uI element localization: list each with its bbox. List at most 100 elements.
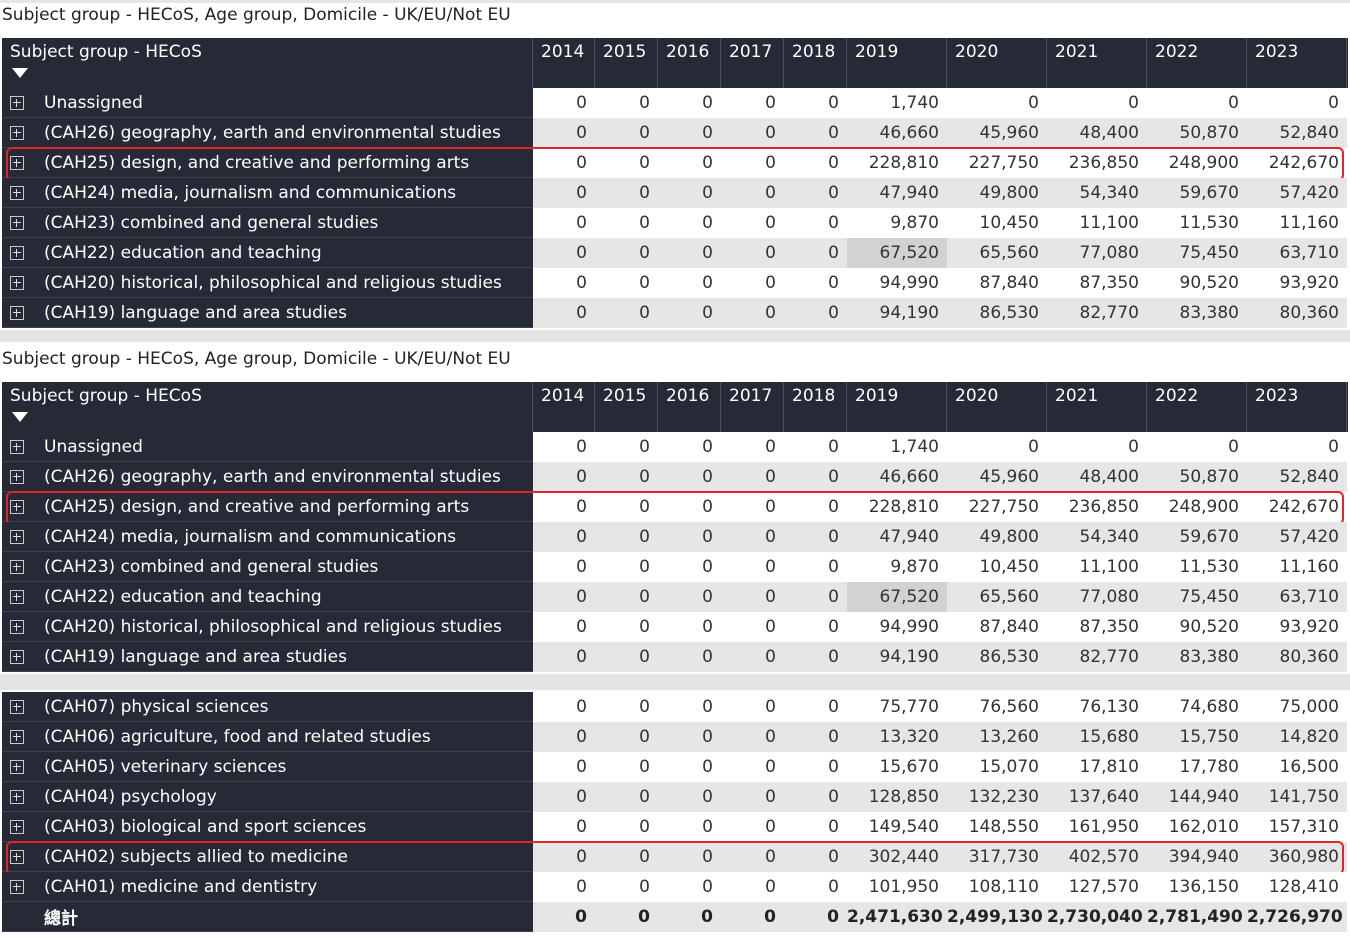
row-label[interactable]: 總計	[2, 902, 533, 932]
year-header[interactable]: 2014	[533, 382, 595, 432]
expand-plus-icon[interactable]	[10, 439, 24, 454]
expand-plus-icon[interactable]	[10, 559, 24, 574]
expand-plus-icon[interactable]	[10, 789, 24, 804]
row-label-text: (CAH24) media, journalism and communicat…	[44, 182, 457, 203]
expand-plus-icon[interactable]	[10, 849, 24, 864]
year-header[interactable]: 2017	[721, 38, 784, 88]
row-label[interactable]: (CAH22) education and teaching	[2, 238, 533, 268]
row-label[interactable]: (CAH24) media, journalism and communicat…	[2, 522, 533, 552]
value-cell: 11,530	[1147, 208, 1247, 238]
table-row: (CAH04) psychology 0 0 0 0 0 128,850 132,230 137…	[2, 782, 1348, 812]
header-subject-group[interactable]: Subject group - HECoS	[2, 382, 533, 432]
year-header[interactable]: 2019	[847, 382, 947, 432]
value-cell: 54,340	[1047, 522, 1147, 552]
year-header[interactable]: 2022	[1147, 38, 1247, 88]
year-header[interactable]: 2016	[658, 38, 721, 88]
row-label[interactable]: (CAH06) agriculture, food and related st…	[2, 722, 533, 752]
value-cell: 0	[721, 612, 784, 642]
year-header[interactable]: 2015	[595, 382, 658, 432]
value-cell: 0	[721, 88, 784, 118]
row-label[interactable]: (CAH23) combined and general studies	[2, 552, 533, 582]
expand-plus-icon[interactable]	[10, 469, 24, 484]
year-header[interactable]: 2021	[1047, 38, 1147, 88]
year-header[interactable]: 2018	[784, 38, 847, 88]
table-row: (CAH19) language and area studies 0 0 0 0 0 94…	[2, 642, 1348, 672]
table-row: (CAH24) media, journalism and communicat…	[2, 522, 1348, 552]
value-cell: 94,190	[847, 642, 947, 672]
row-label[interactable]: (CAH03) biological and sport sciences	[2, 812, 533, 842]
year-header[interactable]: 2021	[1047, 382, 1147, 432]
row-label[interactable]: (CAH05) veterinary sciences	[2, 752, 533, 782]
value-cell: 11,100	[1047, 552, 1147, 582]
row-label[interactable]: (CAH20) historical, philosophical and re…	[2, 268, 533, 298]
row-label[interactable]: (CAH19) language and area studies	[2, 298, 533, 328]
row-label[interactable]: (CAH25) design, and creative and perform…	[2, 492, 533, 522]
expand-plus-icon[interactable]	[10, 819, 24, 834]
expand-plus-icon[interactable]	[10, 759, 24, 774]
expand-plus-icon[interactable]	[10, 245, 24, 260]
value-cell: 13,260	[947, 722, 1047, 752]
row-label[interactable]: (CAH04) psychology	[2, 782, 533, 812]
year-header[interactable]: 2017	[721, 382, 784, 432]
expand-plus-icon[interactable]	[10, 185, 24, 200]
year-header[interactable]: 2015	[595, 38, 658, 88]
row-label[interactable]: (CAH23) combined and general studies	[2, 208, 533, 238]
expand-plus-icon[interactable]	[10, 619, 24, 634]
value-cell: 49,800	[947, 522, 1047, 552]
expand-plus-icon[interactable]	[10, 305, 24, 320]
row-label[interactable]: Unassigned	[2, 432, 533, 462]
value-cell: 128,850	[847, 782, 947, 812]
row-label[interactable]: (CAH02) subjects allied to medicine	[2, 842, 533, 872]
expand-plus-icon[interactable]	[10, 125, 24, 140]
year-header[interactable]: 2018	[784, 382, 847, 432]
value-cell: 402,570	[1047, 842, 1147, 872]
row-label[interactable]: (CAH20) historical, philosophical and re…	[2, 612, 533, 642]
expand-plus-icon[interactable]	[10, 649, 24, 664]
value-cell: 10,450	[947, 208, 1047, 238]
value-cell: 50,870	[1147, 118, 1247, 148]
row-label[interactable]: (CAH01) medicine and dentistry	[2, 872, 533, 902]
row-label[interactable]: (CAH26) geography, earth and environment…	[2, 118, 533, 148]
value-cell: 16,500	[1247, 752, 1347, 782]
value-cell: 242,670	[1247, 148, 1347, 178]
expand-plus-icon[interactable]	[10, 499, 24, 514]
row-label[interactable]: Unassigned	[2, 88, 533, 118]
header-subject-group[interactable]: Subject group - HECoS	[2, 38, 533, 88]
sort-down-icon[interactable]	[12, 68, 28, 78]
year-header[interactable]: 2016	[658, 382, 721, 432]
value-cell: 0	[658, 432, 721, 462]
row-label[interactable]: (CAH07) physical sciences	[2, 692, 533, 722]
value-cell: 0	[595, 582, 658, 612]
expand-plus-icon[interactable]	[10, 879, 24, 894]
year-header[interactable]: 2023	[1247, 38, 1347, 88]
row-label-text: (CAH26) geography, earth and environment…	[44, 466, 501, 487]
table-row: (CAH19) language and area studies 0 0 0 0 0 94…	[2, 298, 1348, 328]
expand-plus-icon[interactable]	[10, 155, 24, 170]
value-cell: 0	[721, 692, 784, 722]
row-label[interactable]: (CAH26) geography, earth and environment…	[2, 462, 533, 492]
expand-plus-icon[interactable]	[10, 95, 24, 110]
value-cell: 0	[1247, 88, 1347, 118]
value-cell: 0	[721, 552, 784, 582]
year-header[interactable]: 2020	[947, 38, 1047, 88]
year-header[interactable]: 2019	[847, 38, 947, 88]
value-cell: 90,520	[1147, 612, 1247, 642]
expand-plus-icon[interactable]	[10, 529, 24, 544]
row-label[interactable]: (CAH24) media, journalism and communicat…	[2, 178, 533, 208]
value-cell: 0	[658, 902, 721, 932]
row-label[interactable]: (CAH22) education and teaching	[2, 582, 533, 612]
expand-plus-icon[interactable]	[10, 729, 24, 744]
value-cell: 94,990	[847, 268, 947, 298]
value-cell: 236,850	[1047, 148, 1147, 178]
year-header[interactable]: 2014	[533, 38, 595, 88]
year-header[interactable]: 2023	[1247, 382, 1347, 432]
sort-down-icon[interactable]	[12, 412, 28, 422]
expand-plus-icon[interactable]	[10, 589, 24, 604]
expand-plus-icon[interactable]	[10, 275, 24, 290]
year-header[interactable]: 2022	[1147, 382, 1247, 432]
row-label[interactable]: (CAH19) language and area studies	[2, 642, 533, 672]
row-label[interactable]: (CAH25) design, and creative and perform…	[2, 148, 533, 178]
year-header[interactable]: 2020	[947, 382, 1047, 432]
expand-plus-icon[interactable]	[10, 215, 24, 230]
expand-plus-icon[interactable]	[10, 699, 24, 714]
